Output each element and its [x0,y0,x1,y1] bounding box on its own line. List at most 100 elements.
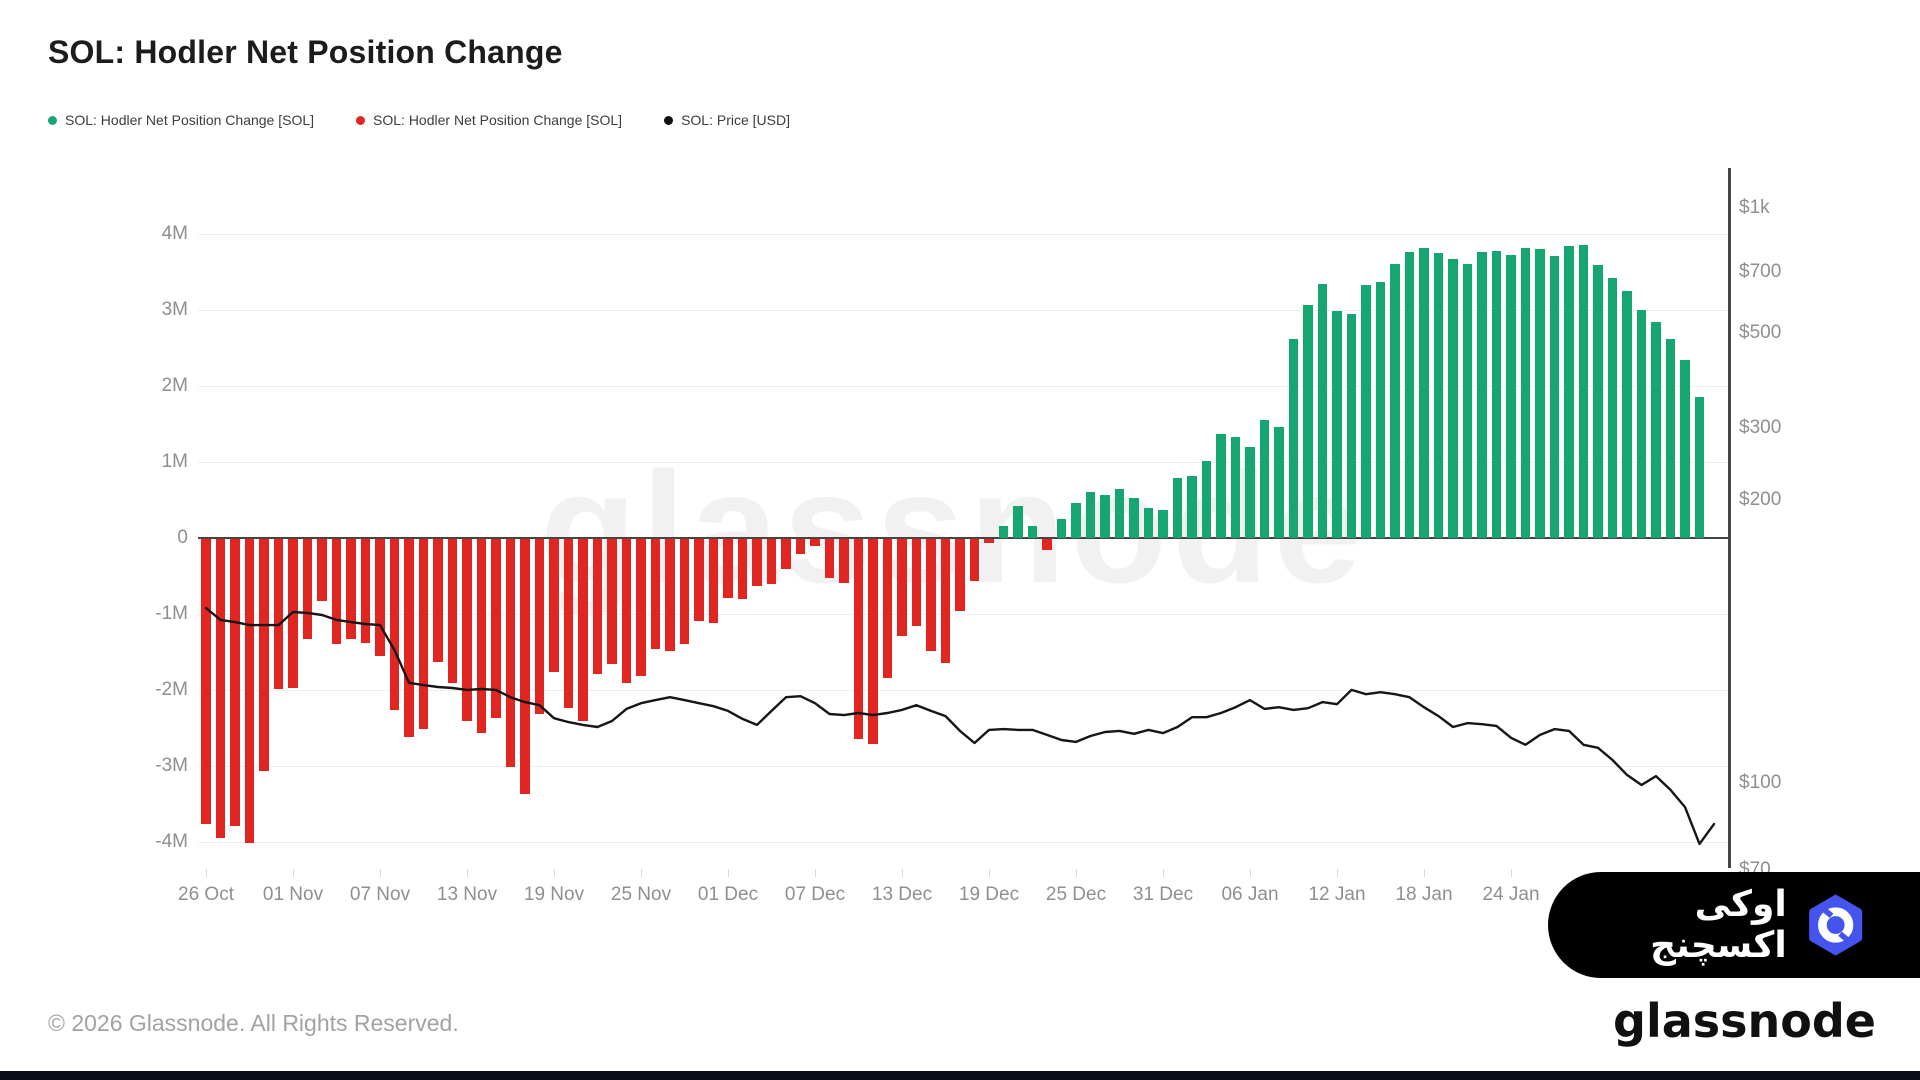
net-position-bar [563,539,574,708]
net-position-bar [1375,281,1386,538]
net-position-bar [375,539,385,657]
x-axis-tick [1424,869,1425,877]
chart-legend: SOL: Hodler Net Position Change [SOL] SO… [48,112,790,128]
gridline [198,842,1728,843]
right-axis-line [1728,168,1731,868]
net-position-bar [1259,420,1270,538]
net-position-bar [1694,396,1705,538]
net-position-bar [911,539,922,626]
exchange-overlay-badge: اوکی اکسچنج [1548,872,1920,978]
net-position-bar [1303,304,1313,538]
net-position-bar [331,539,342,644]
net-position-bar [1187,475,1197,538]
net-position-bar [868,539,878,745]
net-position-bar [969,539,980,581]
net-position-bar [215,539,226,838]
net-position-bar [1651,322,1661,538]
net-position-bar [288,539,298,688]
x-axis-label: 19 Nov [523,884,585,905]
net-position-bar [607,539,617,664]
gridline [198,766,1728,767]
net-position-bar [984,539,994,543]
legend-dot-red-icon [356,115,366,125]
net-position-bar [520,539,530,794]
gridline [198,234,1728,235]
right-axis-label: $300 [1739,417,1782,438]
net-position-bar [766,539,777,584]
net-position-bar [1042,539,1052,551]
legend-item-negative[interactable]: SOL: Hodler Net Position Change [SOL] [356,112,622,128]
net-position-bar [1390,263,1400,538]
net-position-bar [1245,446,1255,538]
net-position-bar [926,539,936,651]
net-position-bar [244,539,255,843]
net-position-bar [389,539,400,710]
x-axis-tick [641,869,642,877]
net-position-bar [1100,494,1110,538]
legend-label: SOL: Price [USD] [681,112,790,128]
net-position-bar [1477,252,1487,538]
net-position-bar [636,539,646,676]
x-axis-tick [1250,869,1251,877]
legend-item-price[interactable]: SOL: Price [USD] [664,112,790,128]
net-position-bar [1085,492,1096,538]
net-position-bar [1361,284,1371,538]
net-position-bar [1129,498,1139,538]
exchange-badge-label: اوکی اکسچنج [1650,884,1787,966]
exchange-hexagon-logo-icon [1808,894,1862,956]
page-title: SOL: Hodler Net Position Change [48,34,563,70]
zero-axis-line [198,537,1728,539]
x-axis-tick [1076,869,1077,877]
net-position-bar [1013,506,1023,538]
right-axis-label: $200 [1739,489,1782,510]
x-axis-label: 24 Jan [1482,884,1540,905]
x-axis-label: 26 Oct [178,884,234,905]
net-position-bar [549,539,559,672]
x-axis-label: 13 Dec [871,884,933,905]
net-position-bar [346,539,356,640]
net-position-bar [1506,255,1516,538]
net-position-bar [1549,256,1560,538]
net-position-bar [810,539,820,546]
net-position-bar [897,539,907,637]
x-axis-tick [380,869,381,877]
right-axis-label: $1k [1739,197,1770,218]
net-position-bar [1578,244,1589,538]
x-axis-label: 12 Jan [1308,884,1366,905]
x-axis-tick [206,869,207,877]
net-position-bar [824,539,835,578]
net-position-bar [1317,284,1328,538]
x-axis-label: 07 Nov [349,884,411,905]
net-position-bar [882,539,893,679]
gridline [198,462,1728,463]
net-position-bar [1114,488,1125,538]
right-axis-label: $500 [1739,322,1782,343]
x-axis-label: 25 Dec [1045,884,1107,905]
legend-dot-green-icon [48,115,57,125]
net-position-bar [1607,278,1618,538]
right-axis-label: $100 [1739,772,1782,793]
copyright-text: © 2026 Glassnode. All Rights Reserved. [48,1010,459,1036]
net-position-bar [723,539,733,598]
net-position-bar [1346,313,1357,538]
net-position-bar [360,539,371,644]
net-position-bar [1593,265,1603,538]
net-position-bar [1172,477,1183,538]
x-axis-tick [815,869,816,877]
right-axis-label: $700 [1739,261,1782,282]
x-axis-label: 06 Jan [1221,884,1279,905]
net-position-bar [1288,338,1299,538]
net-position-bar [462,539,472,722]
left-axis-label: 0 [177,527,188,548]
net-position-bar [839,539,849,584]
legend-item-positive[interactable]: SOL: Hodler Net Position Change [SOL] [48,112,314,128]
net-position-bar [1491,250,1502,538]
x-axis-tick [1163,869,1164,877]
x-axis-label: 25 Nov [610,884,672,905]
net-position-bar [752,539,762,587]
net-position-bar [853,539,864,739]
net-position-bar [505,539,516,767]
x-axis-tick [467,869,468,877]
net-position-bar [1332,310,1342,538]
net-position-bar [998,525,1009,538]
